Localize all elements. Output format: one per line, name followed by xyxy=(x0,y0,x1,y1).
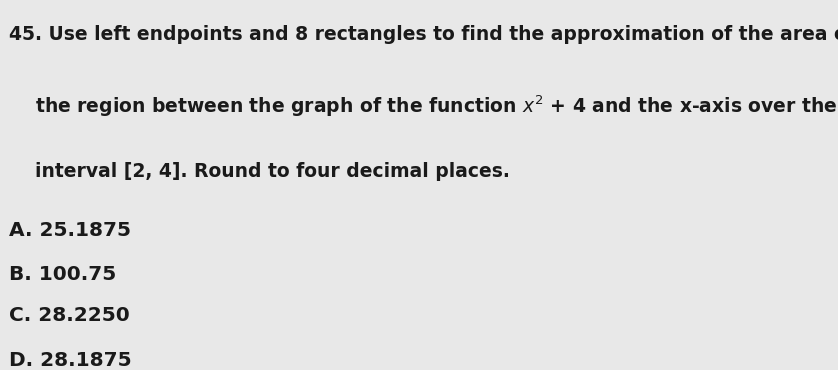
Text: 45. Use left endpoints and 8 rectangles to find the approximation of the area of: 45. Use left endpoints and 8 rectangles … xyxy=(9,26,838,44)
Text: the region between the graph of the function $x^2$ + 4 and the x-axis over the: the region between the graph of the func… xyxy=(9,94,837,120)
Text: interval [2, 4]. Round to four decimal places.: interval [2, 4]. Round to four decimal p… xyxy=(9,162,510,181)
Text: D. 28.1875: D. 28.1875 xyxy=(9,351,132,370)
Text: C. 28.2250: C. 28.2250 xyxy=(9,306,130,325)
Text: B. 100.75: B. 100.75 xyxy=(9,265,116,284)
Text: A. 25.1875: A. 25.1875 xyxy=(9,221,131,240)
